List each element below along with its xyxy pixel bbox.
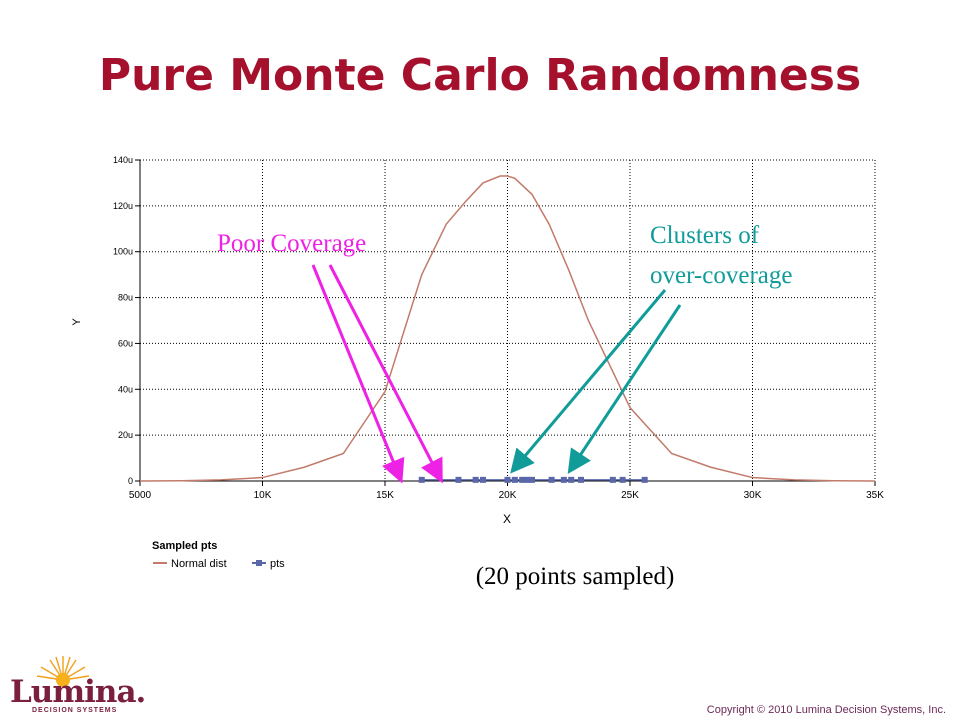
y-axis-label: Y: [71, 318, 83, 326]
copyright-text: Copyright © 2010 Lumina Decision Systems…: [706, 704, 946, 716]
x-tick-label: 35K: [866, 490, 884, 501]
sample-point: [519, 476, 526, 483]
sample-point: [578, 476, 584, 483]
logo-wordmark: Lumina.: [10, 674, 146, 710]
clusters-arrow-2: [567, 304, 682, 474]
legend-pts: pts: [252, 558, 285, 570]
sample-point: [455, 476, 462, 483]
lumina-logo: Lumina. DECISION SYSTEMS: [6, 652, 146, 718]
y-tick-label: 80u: [118, 293, 133, 303]
sample-point: [560, 476, 567, 483]
sample-point: [472, 476, 479, 483]
sample-point: [568, 476, 575, 483]
y-tick-label: 60u: [118, 338, 133, 348]
y-tick-label: 0: [128, 476, 133, 486]
clusters-label-line2: over-coverage: [650, 262, 792, 289]
chart-series: [139, 175, 876, 483]
poor-coverage-label: Poor Coverage: [217, 230, 366, 257]
slide-title: Pure Monte Carlo Randomness: [98, 50, 862, 101]
x-tick-label: 5000: [129, 490, 152, 501]
chart-axes: 0 20u 40u 60u 80u 100u 120u 140u 5000 10K 15K 20K 25…: [113, 155, 884, 501]
sample-point: [480, 476, 486, 483]
sample-point: [524, 476, 531, 483]
clusters-arrow-1: [510, 289, 667, 474]
x-tick-label: 10K: [254, 490, 272, 501]
sample-point: [418, 476, 425, 483]
legend-pts-label: pts: [270, 558, 285, 570]
y-tick-label: 120u: [113, 201, 133, 211]
poor-coverage-arrow-1: [311, 264, 405, 484]
clusters-label-line1: Clusters of: [650, 222, 760, 249]
x-tick-label: 20K: [499, 490, 517, 501]
legend-title: Sampled pts: [152, 540, 217, 552]
sample-point: [641, 476, 648, 483]
legend-normal-dist: Normal dist: [153, 558, 227, 570]
series-normal-dist-line: [139, 175, 876, 482]
sun-logo-icon: [36, 656, 90, 687]
sample-point: [511, 476, 518, 483]
y-tick-label: 140u: [113, 155, 133, 165]
x-tick-label: 30K: [744, 490, 762, 501]
sample-point: [529, 476, 535, 483]
logo-subtext: DECISION SYSTEMS: [32, 707, 118, 714]
x-axis-label: X: [503, 512, 511, 526]
sample-point: [609, 476, 616, 483]
x-tick-label: 15K: [376, 490, 394, 501]
y-tick-label: 40u: [118, 384, 133, 394]
sample-point: [548, 476, 555, 483]
legend-normal-dist-label: Normal dist: [171, 558, 227, 570]
poor-coverage-arrow-2: [328, 264, 443, 484]
chart-grid: [140, 159, 876, 481]
x-tick-label: 25K: [621, 490, 639, 501]
sampled-note: (20 points sampled): [476, 563, 675, 590]
y-tick-label: 20u: [118, 430, 133, 440]
y-tick-label: 100u: [113, 247, 133, 257]
sample-point: [619, 476, 626, 483]
sample-point: [504, 476, 511, 483]
